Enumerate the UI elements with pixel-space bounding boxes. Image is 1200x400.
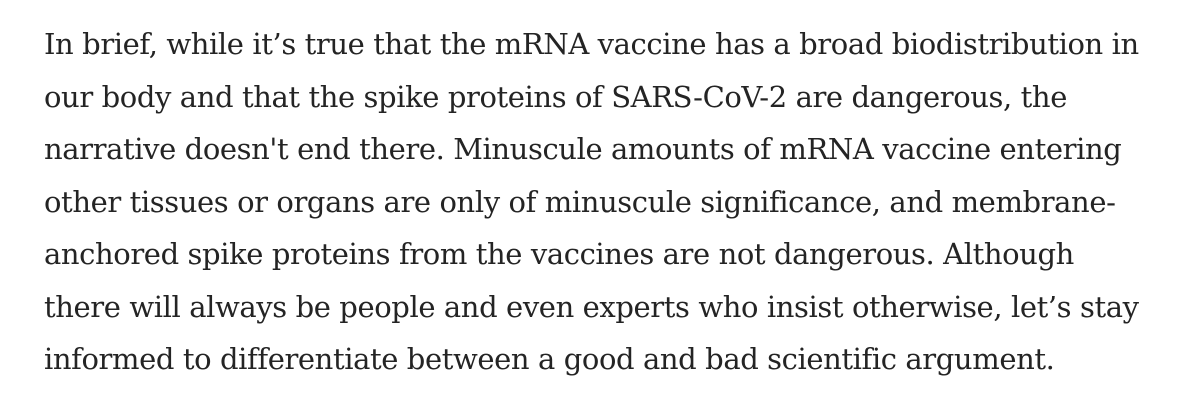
- paragraph-line-4: other tissues or organs are only of minu…: [44, 184, 1116, 219]
- paragraph-line-1: In brief, while it’s true that the mRNA …: [44, 27, 1139, 61]
- paragraph-line-3: narrative doesn't end there. Minuscule a…: [44, 132, 1122, 166]
- paragraph-line-2: our body and that the spike proteins of …: [44, 79, 1067, 114]
- paragraph-line-6: there will always be people and even exp…: [44, 289, 1139, 324]
- article-paragraph: In brief, while it’s true that the mRNA …: [44, 18, 1139, 386]
- paragraph-line-7: informed to differentiate between a good…: [44, 342, 1055, 376]
- paragraph-line-5: anchored spike proteins from the vaccine…: [44, 237, 1074, 271]
